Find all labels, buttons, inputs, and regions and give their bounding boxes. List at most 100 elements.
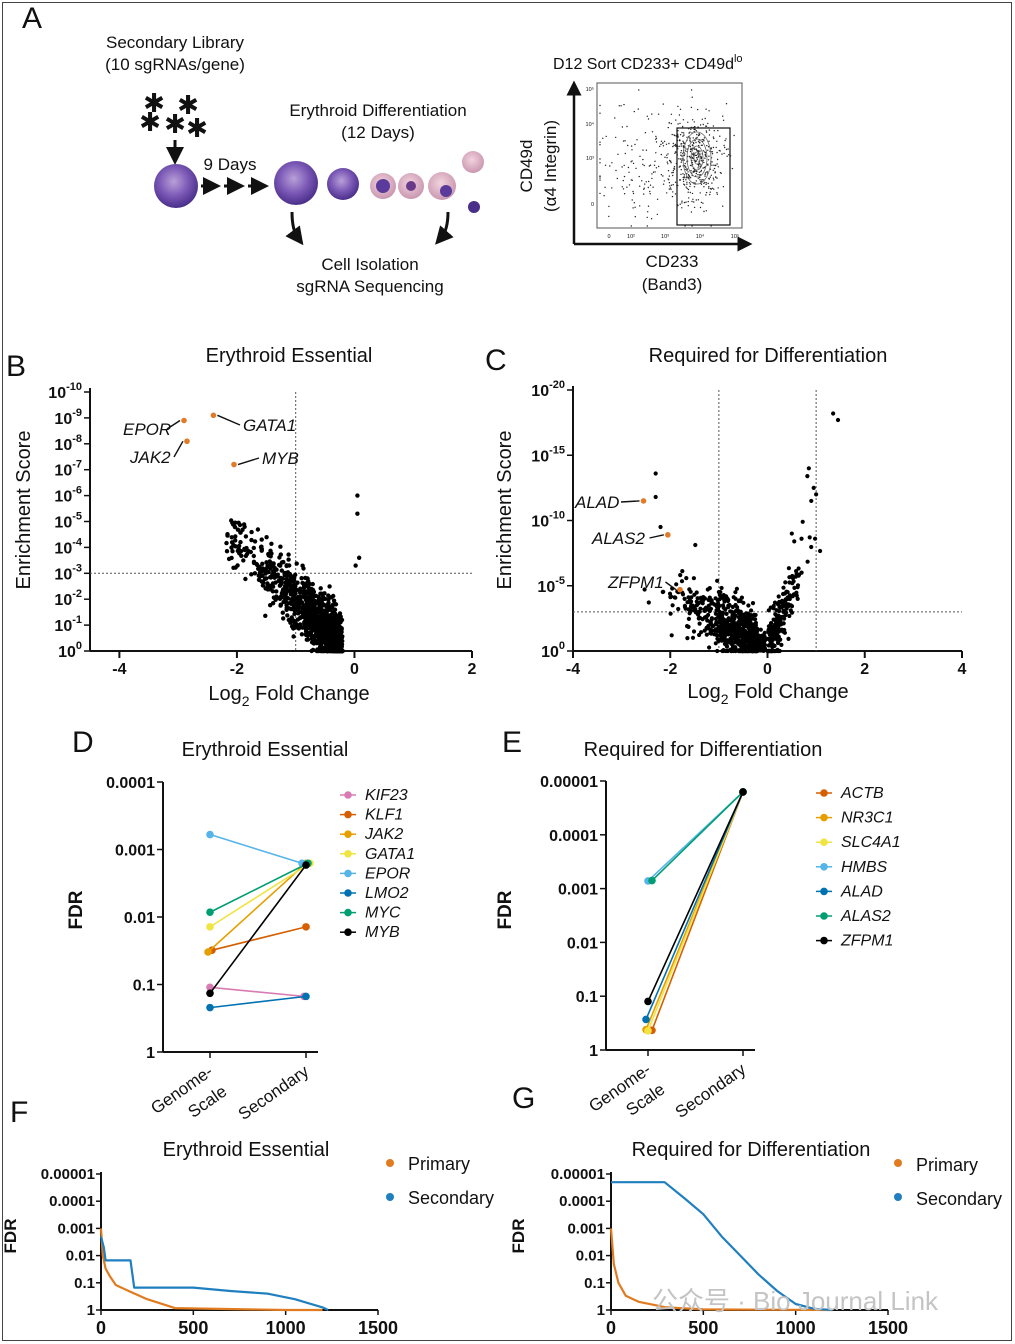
data-point (230, 549, 235, 554)
data-point (353, 563, 358, 568)
days-label: 9 Days (204, 155, 257, 174)
flow-event (669, 185, 671, 187)
legend-label-alad: ALAD (840, 883, 883, 900)
flow-event (694, 154, 697, 157)
progenitor-cell (154, 164, 198, 208)
y-tick-label: 0.00001 (540, 774, 598, 791)
flow-event (677, 105, 679, 108)
flow-event (636, 139, 638, 141)
flow-event (599, 177, 601, 179)
data-point (733, 590, 738, 595)
data-point (310, 596, 315, 601)
legend-secondary-label: Secondary (916, 1189, 1002, 1209)
flow-event (691, 156, 694, 159)
data-point (284, 563, 289, 569)
data-point (332, 626, 337, 632)
flow-event (704, 154, 707, 156)
flow-event (605, 135, 607, 138)
flow-event (686, 181, 688, 183)
legend-secondary-marker (386, 1193, 394, 1201)
data-point (731, 644, 736, 649)
data-point (770, 628, 776, 633)
isolation-line-2: sgRNA Sequencing (296, 277, 443, 296)
flow-event (654, 160, 656, 162)
y-tick-label: 0.1 (576, 989, 598, 1006)
flow-event (682, 127, 684, 129)
flow-x-tick-label: 0 (607, 234, 610, 240)
data-point (312, 623, 317, 628)
point-kif23-genome-scale (206, 983, 214, 992)
flow-event (686, 136, 688, 138)
series-line-klf1 (211, 926, 307, 951)
data-point (670, 603, 675, 608)
flow-event (599, 179, 601, 181)
data-point (669, 633, 674, 638)
flow-event (683, 154, 685, 157)
flow-event (697, 108, 699, 111)
series-line-kif23 (209, 986, 305, 998)
x-tick-label: 2 (860, 661, 869, 678)
gene-label-jak2: JAK2 (129, 448, 171, 467)
flow-event (727, 148, 729, 150)
panel-letter-f: F (10, 1096, 28, 1129)
data-point (785, 590, 790, 595)
flow-event (679, 139, 681, 142)
data-point (233, 565, 238, 570)
data-point (766, 648, 771, 654)
data-point (278, 544, 283, 549)
point-gata1-genome-scale (206, 923, 214, 931)
legend-label-hmbs: HMBS (841, 859, 888, 876)
data-point (684, 576, 689, 581)
flow-event (711, 153, 714, 155)
flow-event (685, 179, 687, 181)
data-point (329, 605, 334, 610)
flow-event (681, 207, 683, 209)
y-tick-label: 0.1 (74, 1275, 95, 1292)
data-point (293, 572, 298, 577)
flow-event (684, 153, 686, 155)
data-point (270, 581, 276, 586)
flow-event (623, 175, 626, 178)
flow-event (643, 164, 645, 167)
flow-event (677, 204, 679, 207)
data-point (787, 580, 792, 585)
flow-event (662, 142, 664, 144)
y-tick-label: 1 (597, 1302, 605, 1319)
flow-y-tick-label: 10⁴ (586, 121, 595, 128)
data-point (304, 595, 309, 600)
flow-event (712, 169, 714, 171)
flow-event (639, 205, 641, 207)
flow-event (704, 173, 706, 176)
flow-event (660, 143, 662, 146)
flow-event (668, 179, 670, 181)
flow-event (631, 199, 633, 201)
flow-event (650, 218, 653, 220)
data-point (737, 598, 742, 603)
flow-x-tick-label: 10³ (661, 234, 669, 240)
data-point (293, 582, 298, 587)
data-point (246, 548, 251, 554)
data-point (259, 548, 264, 553)
gene-label-gata1: GATA1 (243, 416, 296, 435)
flow-event (684, 162, 686, 165)
series-line-myc (209, 862, 309, 913)
flow-event (688, 197, 690, 199)
data-point (718, 610, 723, 616)
flow-event (699, 124, 702, 126)
data-point (270, 601, 276, 606)
flow-event (705, 108, 707, 110)
flow-event (673, 134, 675, 136)
data-point (792, 585, 797, 591)
flow-event (681, 202, 683, 204)
gene-leader (166, 419, 181, 430)
panel-c: C Required for Differentiation Enrichmen… (485, 344, 967, 707)
data-point (719, 585, 724, 591)
flow-event (716, 151, 718, 154)
x-tick-label: 0 (350, 661, 359, 678)
data-point (249, 537, 254, 543)
data-point (729, 648, 734, 654)
flow-event (628, 184, 631, 186)
data-point (800, 519, 805, 524)
data-point (694, 590, 699, 595)
